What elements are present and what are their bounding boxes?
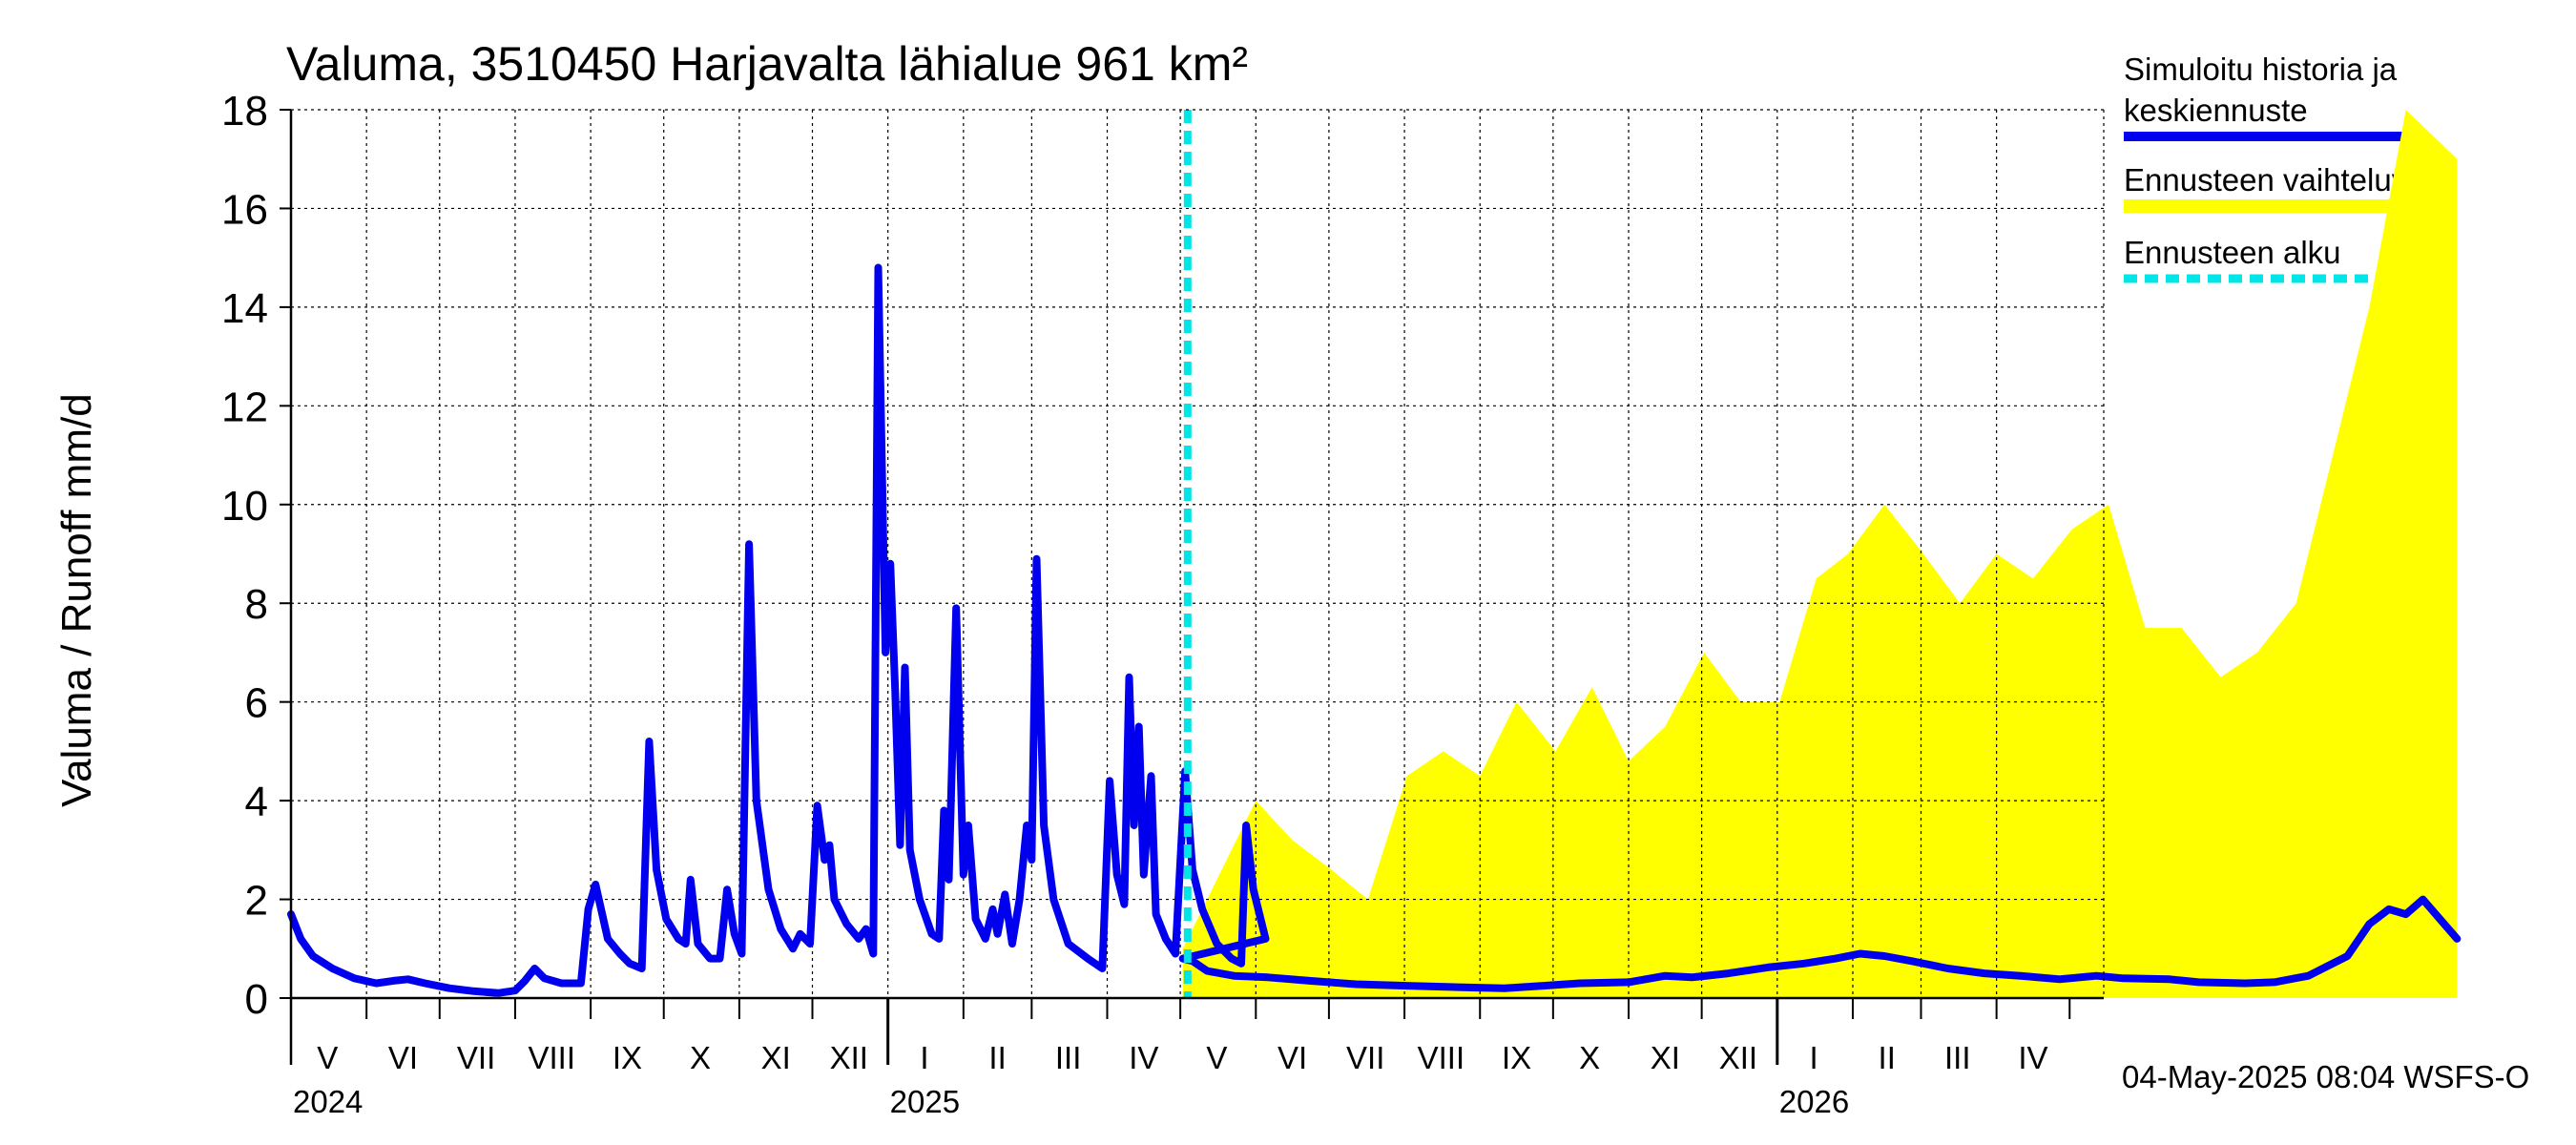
- y-tick-label: 14: [221, 285, 268, 332]
- year-label: 2026: [1779, 1084, 1849, 1119]
- y-tick-label: 8: [245, 581, 268, 628]
- y-axis-label: Valuma / Runoff mm/d: [53, 393, 100, 807]
- month-label: VIII: [528, 1040, 575, 1075]
- month-label: II: [988, 1040, 1006, 1075]
- y-tick-label: 12: [221, 384, 268, 430]
- y-tick-label: 10: [221, 483, 268, 530]
- month-label: II: [1879, 1040, 1896, 1075]
- y-tick-label: 6: [245, 680, 268, 727]
- month-label: IV: [1129, 1040, 1158, 1075]
- month-label: III: [1055, 1040, 1082, 1075]
- year-label: 2025: [890, 1084, 960, 1119]
- legend-label-forecast-start: Ennusteen alku: [2124, 235, 2341, 270]
- year-label: 2024: [293, 1084, 363, 1119]
- month-label: I: [920, 1040, 928, 1075]
- legend: Simuloitu historia ja keskiennuste Ennus…: [2124, 52, 2439, 283]
- month-label: IX: [1502, 1040, 1531, 1075]
- month-label: VI: [1278, 1040, 1307, 1075]
- y-tick-label: 2: [245, 878, 268, 925]
- month-label: III: [1944, 1040, 1971, 1075]
- month-label: I: [1810, 1040, 1818, 1075]
- month-label: X: [690, 1040, 711, 1075]
- forecast-range-area: [1182, 110, 2458, 998]
- legend-label-simulated: Simuloitu historia ja: [2124, 52, 2398, 87]
- y-tick-label: 16: [221, 186, 268, 233]
- month-label: XI: [761, 1040, 791, 1075]
- month-label: V: [317, 1040, 338, 1075]
- y-tick-label: 0: [245, 976, 268, 1023]
- month-label: XII: [1719, 1040, 1757, 1075]
- month-label: VIII: [1418, 1040, 1465, 1075]
- month-label: XII: [830, 1040, 868, 1075]
- footer-timestamp: 04-May-2025 08:04 WSFS-O: [2122, 1059, 2529, 1094]
- month-label: IV: [2018, 1040, 2047, 1075]
- y-tick-label: 18: [221, 88, 268, 135]
- legend-label-range: Ennusteen vaihteluväli: [2124, 162, 2439, 198]
- month-label: VII: [1346, 1040, 1384, 1075]
- month-label: IX: [613, 1040, 642, 1075]
- month-label: VI: [388, 1040, 418, 1075]
- chart-title: Valuma, 3510450 Harjavalta lähialue 961 …: [286, 37, 1248, 91]
- month-label: X: [1579, 1040, 1600, 1075]
- month-label: VII: [457, 1040, 495, 1075]
- y-tick-label: 4: [245, 779, 268, 825]
- legend-label-simulated-2: keskiennuste: [2124, 93, 2308, 128]
- month-label: V: [1206, 1040, 1227, 1075]
- series-line-simulated: [287, 263, 2462, 997]
- month-label: XI: [1651, 1040, 1680, 1075]
